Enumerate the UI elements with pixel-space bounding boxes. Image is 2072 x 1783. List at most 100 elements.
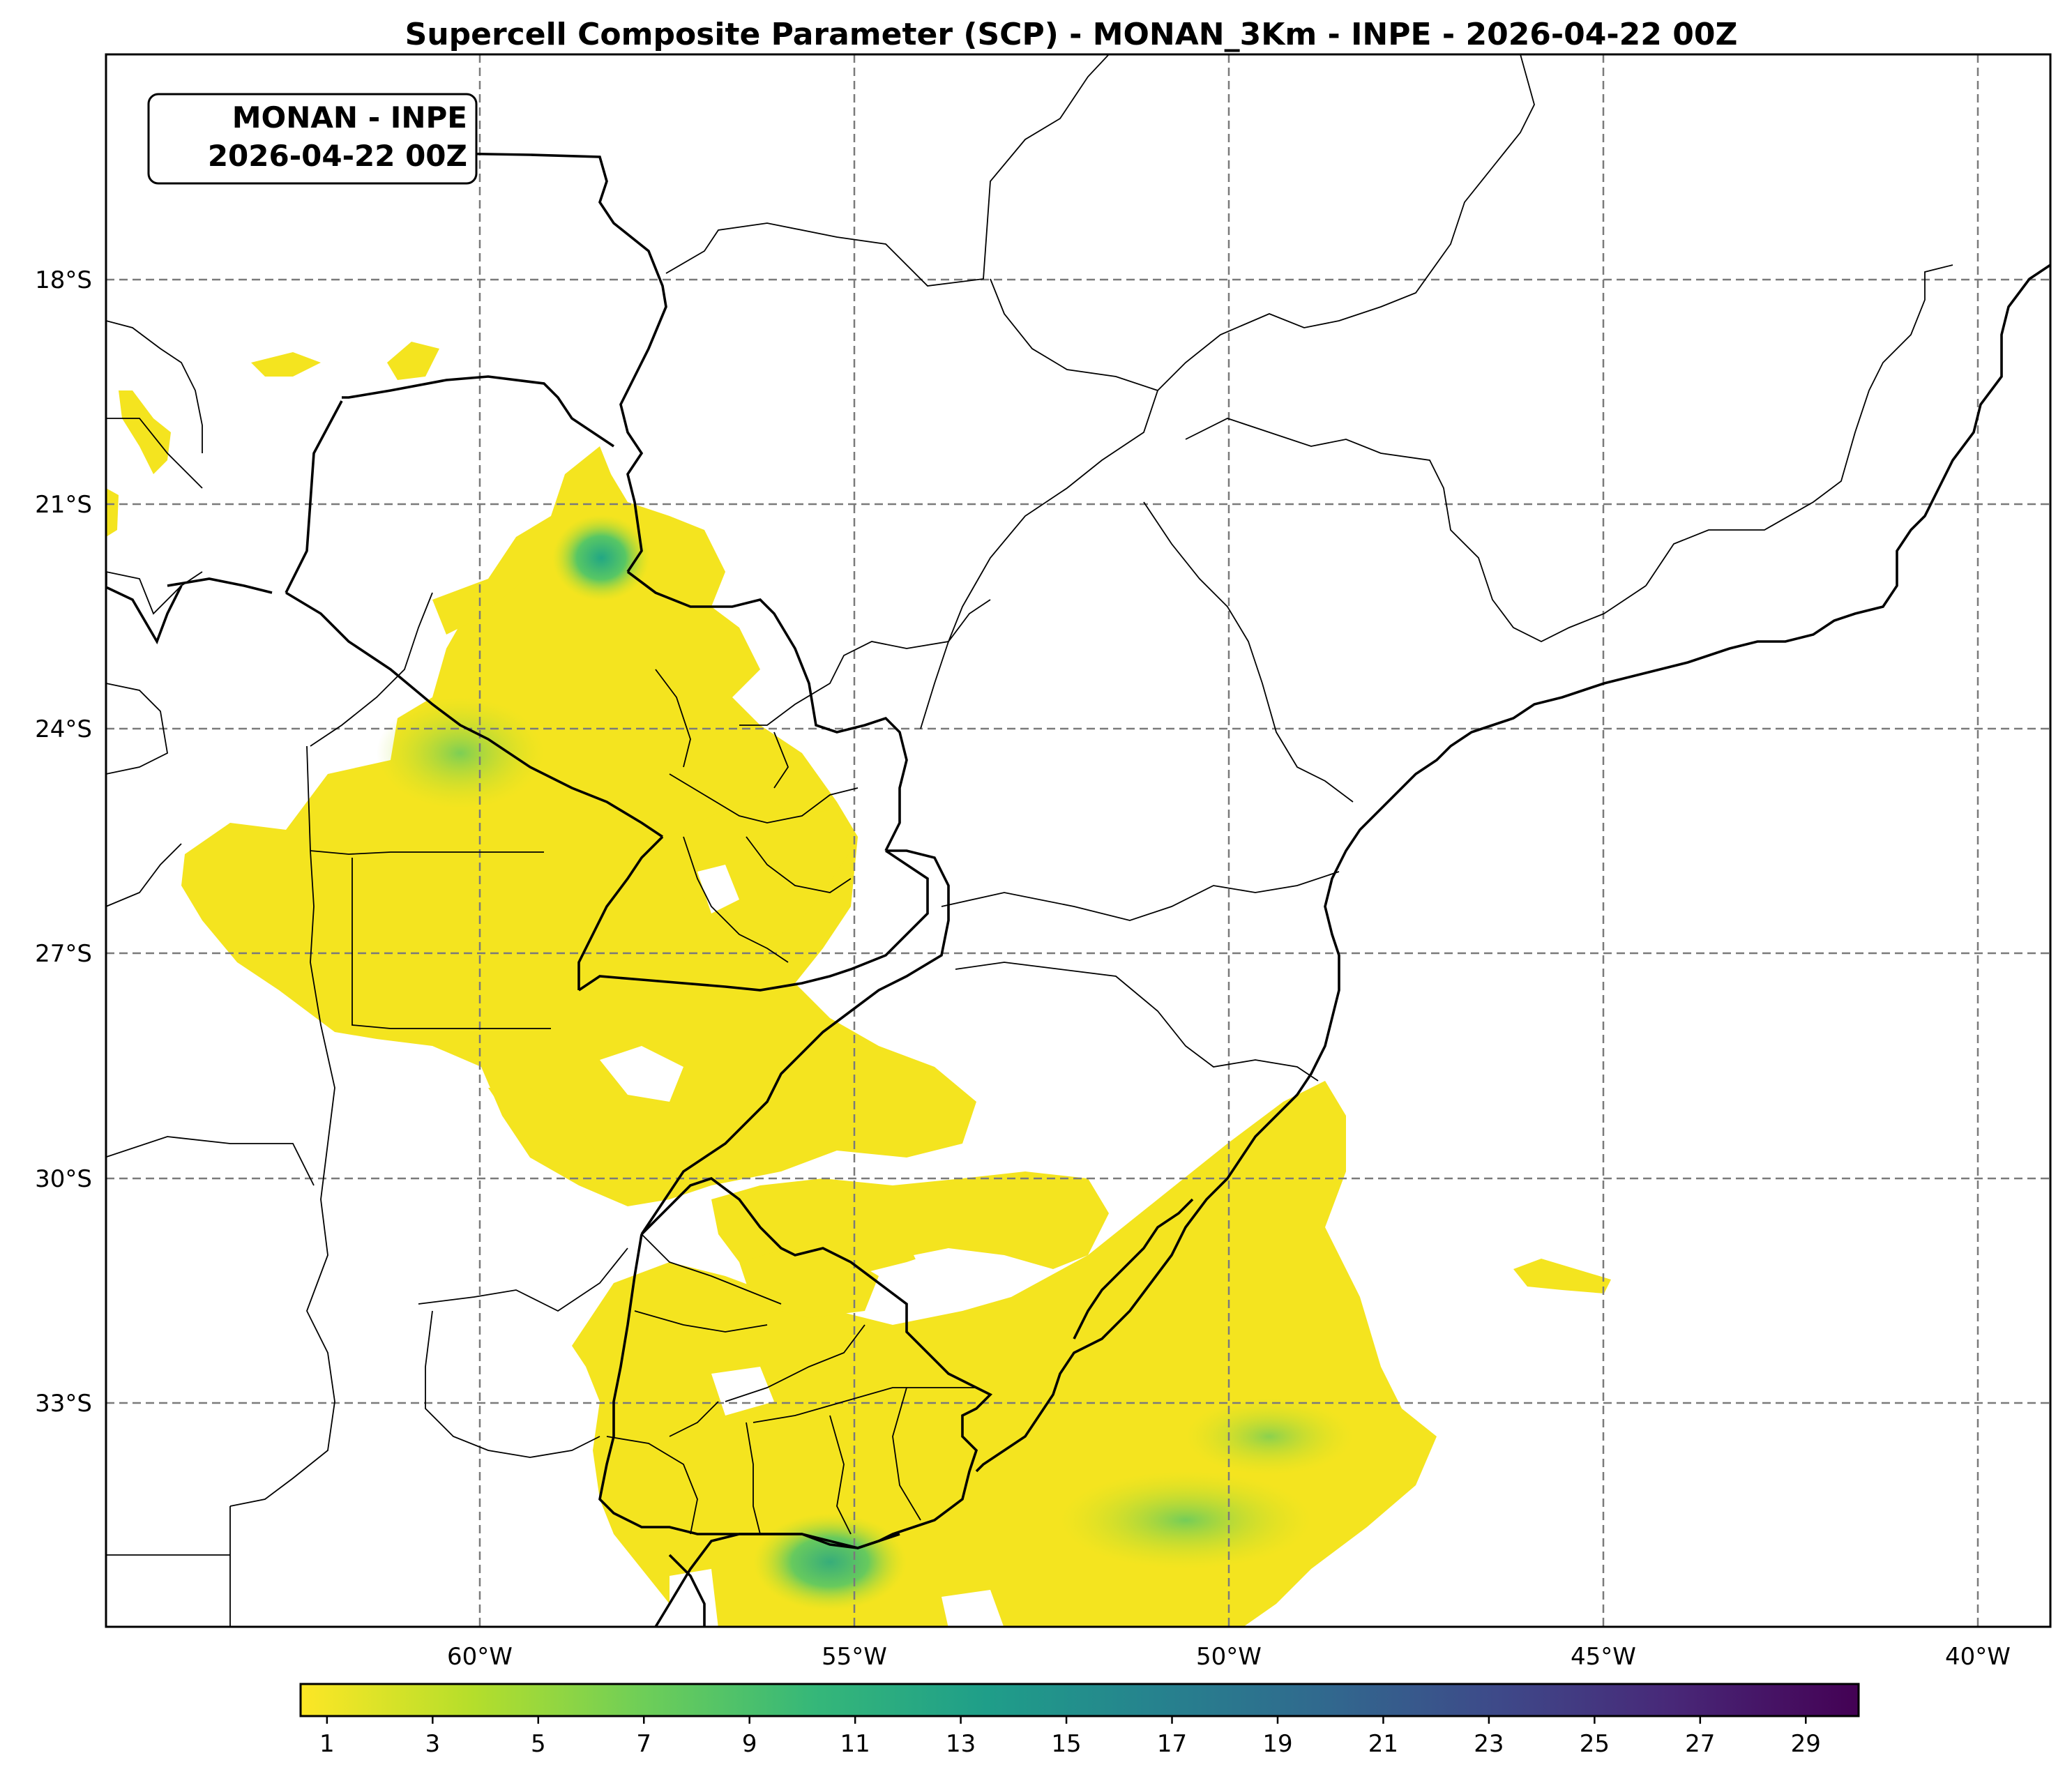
scp-core-chaco (377, 697, 544, 809)
colorbar-tick-label: 29 (1791, 1730, 1821, 1758)
map-frame (105, 53, 2052, 1628)
state-border-30 (606, 1436, 698, 1535)
colorbar-tick-label: 19 (1262, 1730, 1292, 1758)
lat-label-33s: 33°S (35, 1390, 92, 1418)
state-border-26 (746, 1422, 761, 1535)
colorbar-ticks (326, 1716, 1807, 1724)
border-bolivia-north-edge (167, 577, 273, 594)
state-border-19 (669, 773, 859, 824)
scp-core-south (753, 1513, 907, 1611)
state-border-17 (425, 1310, 600, 1458)
field-gap-d (670, 1569, 718, 1627)
inset-label-line2: 2026-04-22 00Z (208, 139, 467, 173)
state-border-6 (1143, 501, 1354, 803)
state-border-10 (351, 858, 551, 1029)
coastline-rio-de-la-plata (654, 1533, 900, 1627)
lat-label-27s: 27°S (35, 940, 92, 968)
scp-field (106, 342, 1611, 1627)
lat-label-24s: 24°S (35, 715, 92, 743)
figure-title: Supercell Composite Parameter (SCP) - MO… (405, 17, 1738, 52)
state-border-25 (753, 1387, 976, 1423)
state-border-34 (106, 683, 168, 775)
state-border-31 (106, 320, 203, 453)
colorbar-gradient (299, 1683, 1860, 1717)
colorbar-tick-label: 3 (425, 1730, 441, 1758)
state-border-36 (655, 669, 691, 768)
border-bolivia-south (106, 585, 183, 645)
scp-area-rs (711, 1171, 1109, 1276)
state-border-4 (1185, 418, 1647, 643)
colorbar-tick-label: 21 (1368, 1730, 1398, 1758)
lon-label-50w: 50°W (1196, 1643, 1262, 1671)
border-uruguay-argentina (598, 1234, 739, 1535)
colorbar: 1 3 5 7 9 11 13 15 17 19 21 23 25 27 29 (299, 1683, 1860, 1758)
border-bolivia-paraguay (342, 375, 614, 448)
longitude-labels: 60°W 55°W 50°W 45°W 40°W (447, 1643, 2011, 1671)
scp-cores (377, 515, 1353, 1611)
colorbar-tick-label: 23 (1474, 1730, 1504, 1758)
scp-area-cell-f (106, 488, 119, 537)
coastline-lagoon (1073, 1198, 1194, 1340)
colorbar-tick-labels: 1 3 5 7 9 11 13 15 17 19 21 23 25 27 29 (319, 1730, 1821, 1758)
field-gap-e (942, 1590, 1004, 1627)
lon-label-45w: 45°W (1571, 1643, 1636, 1671)
colorbar-tick-label: 13 (946, 1730, 976, 1758)
colorbar-tick-label: 5 (531, 1730, 546, 1758)
latitude-labels: 18°S 21°S 24°S 27°S 30°S 33°S (35, 266, 92, 1418)
field-gap-a (600, 1046, 683, 1102)
colorbar-tick-label: 15 (1051, 1730, 1081, 1758)
state-border-12 (229, 745, 335, 1507)
scp-core-north (552, 515, 650, 601)
state-border-16 (418, 1247, 628, 1312)
state-border-20 (683, 836, 789, 963)
scp-core-ocean (1060, 1471, 1311, 1569)
scp-area-west (181, 467, 976, 1206)
state-border-29 (669, 1401, 719, 1437)
lon-label-40w: 40°W (1945, 1643, 2011, 1671)
graticule (106, 54, 2050, 1627)
colorbar-tick-label: 27 (1685, 1730, 1715, 1758)
state-border-18 (739, 599, 991, 726)
colorbar-tick-label: 7 (636, 1730, 651, 1758)
lon-label-60w: 60°W (447, 1643, 513, 1671)
state-border-37 (773, 731, 789, 789)
state-border-27 (829, 1415, 852, 1535)
state-border-35 (106, 843, 182, 907)
border-argentina-brazil (640, 849, 950, 1235)
scp-area-cell-d (387, 342, 439, 380)
scp-area-cell-g (488, 1088, 600, 1158)
border-paraguay-brazil (626, 570, 908, 851)
scp-area-cell-e (119, 390, 171, 474)
scp-area-northwest-fringe (432, 446, 614, 635)
border-argentina-paraguay-loop (578, 849, 929, 992)
colorbar-tick-label: 17 (1157, 1730, 1187, 1758)
coastline-atlantic (975, 264, 2050, 1473)
state-border-21 (746, 836, 852, 893)
inset-label-line1: MONAN - INPE (232, 100, 467, 135)
border-bolivia-paraguay-west (285, 400, 343, 593)
lon-label-55w: 55°W (822, 1643, 887, 1671)
lat-label-21s: 21°S (35, 491, 92, 519)
state-border-11 (310, 592, 433, 747)
state-border-24 (725, 1324, 865, 1402)
colorbar-tick-label: 9 (742, 1730, 757, 1758)
colorbar-tick-label: 1 (319, 1730, 335, 1758)
scp-core-ocean2 (1186, 1398, 1353, 1475)
state-border-28 (892, 1387, 921, 1521)
border-paraguay-argentina-north (285, 591, 663, 838)
field-gap-b (697, 865, 739, 913)
state-border-15 (106, 1136, 315, 1186)
state-border-1 (665, 54, 1110, 287)
state-border-23 (634, 1310, 768, 1333)
scp-area-cell-a (739, 1248, 879, 1318)
scp-area-cell-c (251, 352, 321, 377)
state-border-9 (310, 850, 544, 855)
field-gap-f (914, 1248, 976, 1297)
state-border-2 (990, 54, 1535, 392)
inset-label-box (147, 93, 478, 185)
lat-label-30s: 30°S (35, 1165, 92, 1193)
coastline (654, 264, 2050, 1627)
state-borders (106, 54, 1953, 1627)
map-panel: MONAN - INPE 2026-04-22 00Z (106, 54, 2050, 1627)
